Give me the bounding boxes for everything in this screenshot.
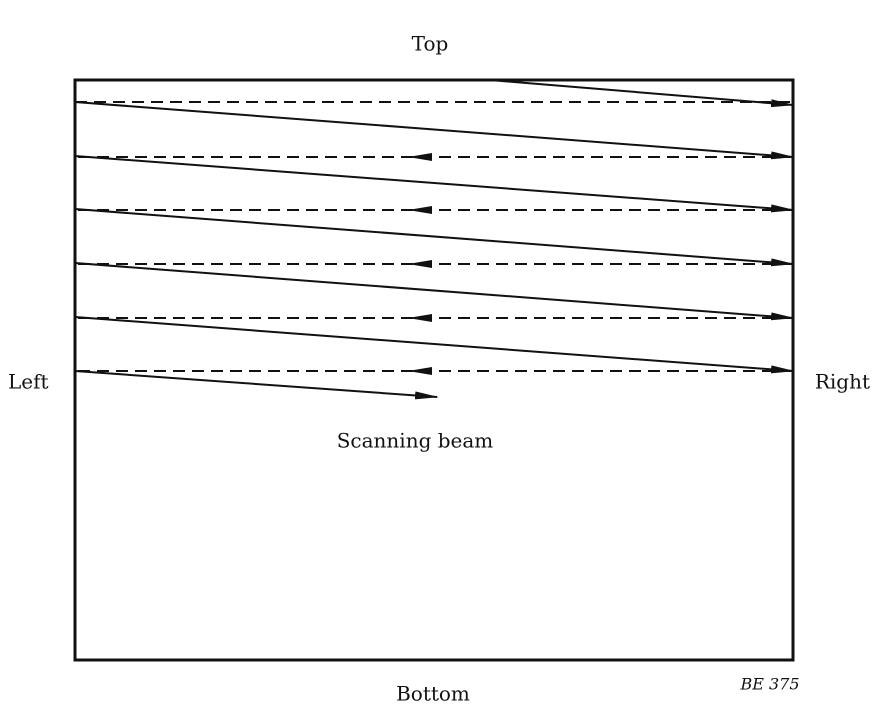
top-label: Top (412, 32, 449, 56)
beam-label: Scanning beam (337, 429, 494, 453)
trace-line (75, 156, 793, 210)
trace-line (75, 317, 793, 371)
trace-lines (75, 80, 793, 397)
scanning-beam (75, 371, 437, 397)
trace-line (75, 209, 793, 264)
page: Top Bottom Left Right Scanning beam BE 3… (0, 0, 875, 713)
figure-code: BE 375 (739, 675, 799, 694)
left-label: Left (8, 370, 49, 394)
trace-line (75, 102, 793, 157)
bottom-label: Bottom (396, 682, 470, 706)
trace-line (75, 263, 793, 318)
right-label: Right (815, 370, 870, 394)
raster-scan-diagram: Top Bottom Left Right Scanning beam BE 3… (0, 0, 875, 713)
